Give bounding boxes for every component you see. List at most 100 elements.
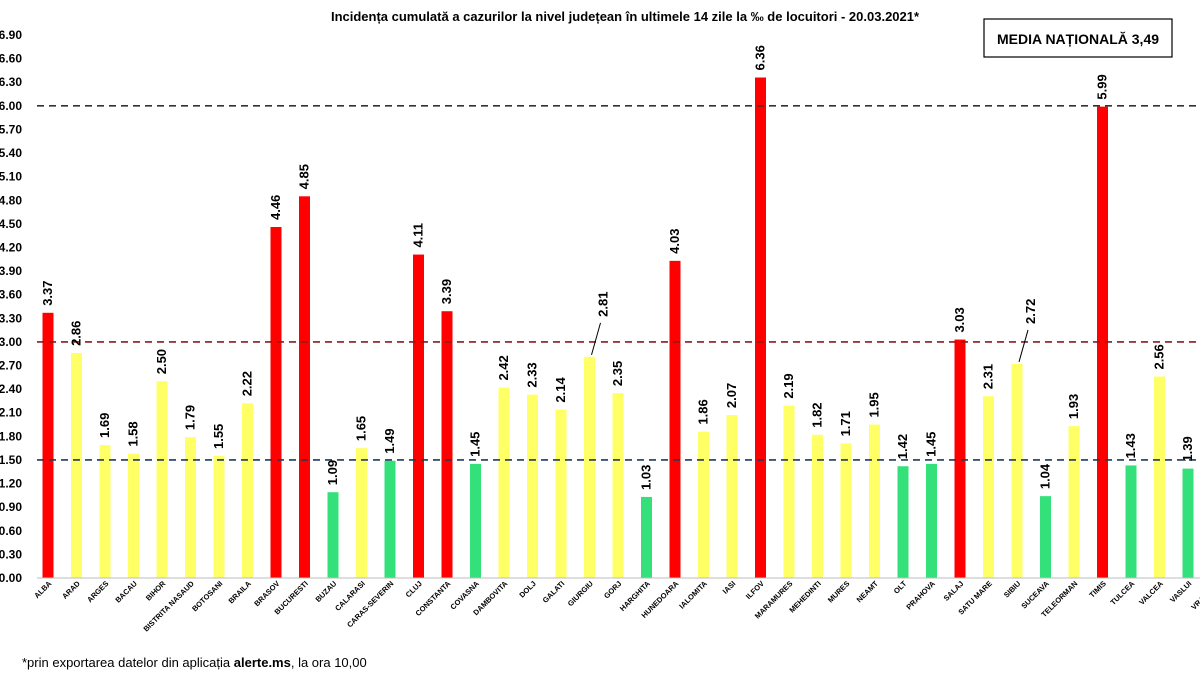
category-label: ARGES <box>85 579 110 604</box>
category-label: CLUJ <box>404 579 424 599</box>
category-label: GIURGIU <box>566 579 595 608</box>
y-tick-label: 6.60 <box>0 52 22 66</box>
bar <box>470 463 481 578</box>
category-label: VALCEA <box>1137 579 1165 607</box>
value-label: 6.36 <box>753 45 768 70</box>
value-label: 4.85 <box>297 164 312 189</box>
category-label: MURES <box>826 579 852 605</box>
value-label: 2.31 <box>981 364 996 389</box>
value-label: 3.39 <box>439 279 454 304</box>
bar <box>840 443 852 578</box>
national-average-badge: MEDIA NAȚIONALĂ 3,49 <box>983 18 1173 58</box>
category-label: PRAHOVA <box>904 579 937 612</box>
bar <box>441 311 453 578</box>
value-label: 2.81 <box>596 292 611 317</box>
y-tick-label: 3.90 <box>0 264 22 278</box>
value-label: 3.03 <box>952 307 967 332</box>
bar <box>1011 363 1023 578</box>
y-tick-label: 3.60 <box>0 288 22 302</box>
value-label: 1.86 <box>696 399 711 424</box>
category-label: IASI <box>721 579 738 596</box>
badge-box <box>983 18 1173 58</box>
value-label: 1.09 <box>325 460 340 485</box>
bar <box>242 403 253 578</box>
value-labels: 3.37 2.86 1.69 1.58 2.50 1.79 1.55 2.22 4.46 4.85… <box>40 45 1195 490</box>
footnote-source: alerte.ms <box>233 655 291 670</box>
value-label: 1.58 <box>126 421 141 446</box>
y-tick-label: 2.10 <box>0 406 22 420</box>
value-label: 2.56 <box>1152 344 1167 369</box>
value-label: 2.72 <box>1023 299 1038 324</box>
value-label: 1.55 <box>211 424 226 449</box>
value-label: 1.65 <box>354 416 369 441</box>
bar <box>527 394 538 578</box>
value-label: 1.95 <box>867 392 882 417</box>
y-tick-label: 1.50 <box>0 453 22 467</box>
value-label: 2.50 <box>154 349 169 374</box>
value-label: 1.93 <box>1066 394 1081 419</box>
threshold-lines <box>37 105 1200 461</box>
y-tick-label: 4.80 <box>0 193 22 207</box>
bar <box>897 466 909 578</box>
category-label: ILFOV <box>744 579 766 601</box>
bar <box>954 339 966 578</box>
value-label: 2.33 <box>525 362 540 387</box>
bar <box>926 463 937 578</box>
bar <box>726 415 738 578</box>
bar <box>555 409 567 578</box>
footnote: *prin exportarea datelor din aplicația a… <box>22 655 367 670</box>
bar <box>783 405 795 578</box>
category-label: BIHOR <box>144 579 168 603</box>
bar <box>983 396 994 578</box>
category-label: BRASOV <box>252 579 281 608</box>
value-label: 1.04 <box>1038 463 1053 489</box>
y-tick-label: 0.60 <box>0 524 22 538</box>
y-tick-label: 1.80 <box>0 429 22 443</box>
y-tick-label: 2.70 <box>0 359 22 373</box>
y-tick-label: 0.30 <box>0 547 22 561</box>
bar <box>413 254 424 579</box>
y-tick-label: 5.10 <box>0 170 22 184</box>
callout-leader <box>1018 329 1029 363</box>
bar <box>584 356 595 578</box>
value-label: 1.03 <box>639 465 654 490</box>
y-tick-label: 4.20 <box>0 240 22 254</box>
bar <box>270 227 282 578</box>
bars <box>42 77 1194 579</box>
category-label: GALATI <box>541 579 567 605</box>
y-tick-label: 6.00 <box>0 99 22 113</box>
y-tick-label: 0.90 <box>0 500 22 514</box>
y-tick-label: 2.40 <box>0 382 22 396</box>
value-label: 1.71 <box>838 411 853 436</box>
bar <box>812 434 823 578</box>
value-label: 2.86 <box>69 321 84 346</box>
y-tick-label: 5.70 <box>0 122 22 136</box>
bar <box>156 381 168 578</box>
callout-leader <box>591 322 601 356</box>
bar <box>128 453 139 578</box>
value-label: 5.99 <box>1095 74 1110 99</box>
bar <box>299 196 310 578</box>
value-label: 1.43 <box>1123 433 1138 458</box>
y-tick-label: 6.30 <box>0 75 22 89</box>
bar <box>327 492 339 578</box>
footnote-prefix: *prin exportarea datelor din aplicația <box>22 655 234 670</box>
badge-text: MEDIA NAȚIONALĂ 3,49 <box>997 31 1159 47</box>
y-tick-label: 3.00 <box>0 335 22 349</box>
value-label: 4.46 <box>268 195 283 220</box>
category-label: ARAD <box>60 579 82 601</box>
category-label: TIMIS <box>1087 579 1108 600</box>
value-label: 1.69 <box>97 413 112 438</box>
value-label: 1.45 <box>924 432 939 457</box>
category-label: BRAILA <box>227 579 254 606</box>
value-label: 1.45 <box>468 432 483 457</box>
y-tick-label: 6.90 <box>0 28 22 42</box>
bar <box>755 77 766 578</box>
value-label: 1.39 <box>1180 436 1195 461</box>
y-axis: 0.00 0.30 0.60 0.90 1.20 1.50 1.80 2.10 2.40 2.70… <box>0 28 22 585</box>
value-label: 3.37 <box>40 280 55 305</box>
category-label: BUZAU <box>313 579 338 604</box>
value-label: 2.19 <box>781 373 796 398</box>
